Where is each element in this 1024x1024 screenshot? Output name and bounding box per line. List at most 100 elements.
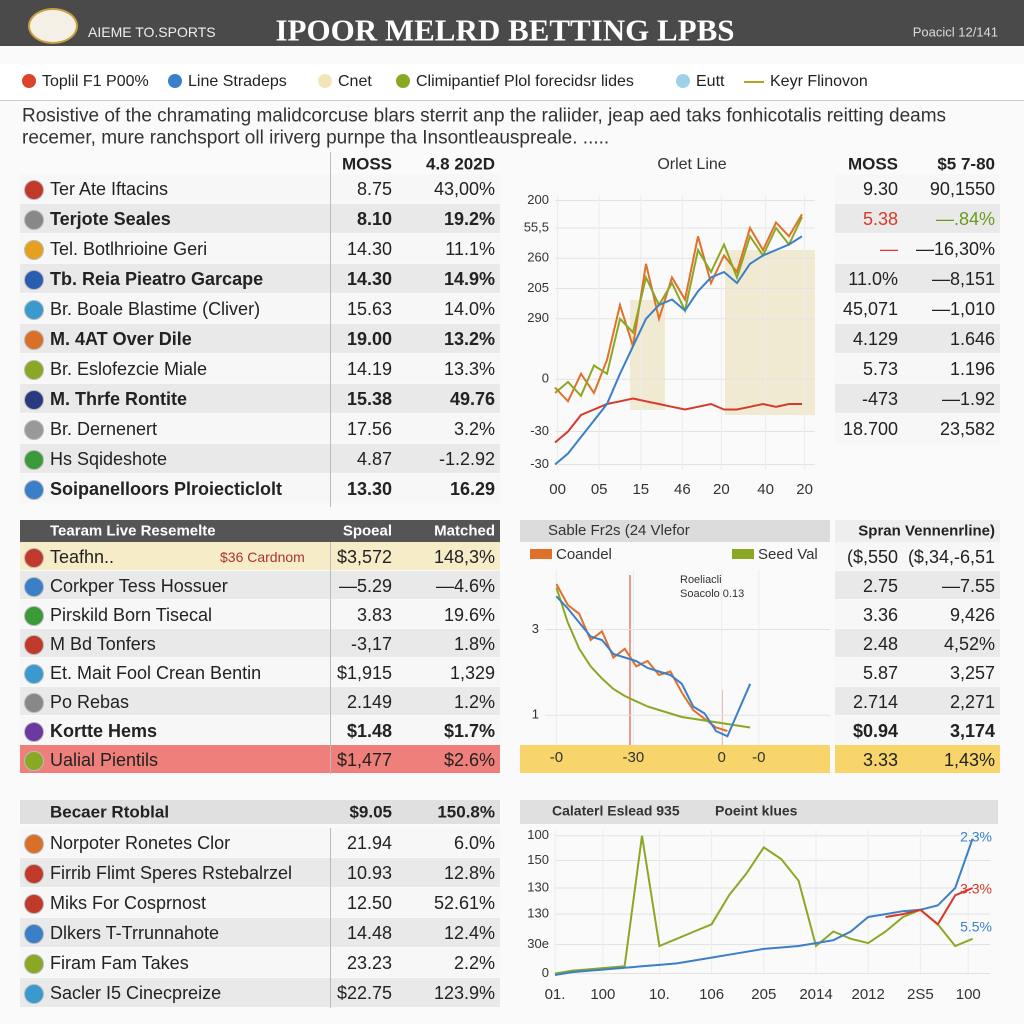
table-header bbox=[20, 800, 500, 824]
annotation: Roeliacli bbox=[680, 574, 722, 586]
x-tick-label: -0 bbox=[752, 749, 765, 766]
annotation: 2.3% bbox=[960, 829, 992, 845]
row-icon bbox=[24, 480, 44, 500]
x-axis-band bbox=[520, 745, 830, 773]
cell: $1,915 bbox=[336, 662, 392, 683]
annotation: Soacolo 0.13 bbox=[680, 588, 744, 600]
table-row bbox=[20, 204, 500, 233]
table-row bbox=[835, 414, 1000, 443]
chart-title: Orlet Line bbox=[657, 156, 726, 173]
table-row bbox=[20, 354, 500, 383]
legend-label: Cnet bbox=[338, 73, 372, 90]
cell: 1,43% bbox=[943, 749, 995, 770]
table-row bbox=[20, 264, 500, 293]
legend-label: Toplil F1 P00% bbox=[42, 73, 149, 90]
series-line bbox=[554, 216, 803, 398]
intro-text: recemer, mure ranchsport oll iriverg pur… bbox=[22, 127, 610, 149]
table-row bbox=[835, 204, 1000, 233]
date: Poacicl 12/141 bbox=[912, 24, 998, 40]
cell: 15.38 bbox=[346, 389, 392, 409]
x-tick-label: 205 bbox=[751, 986, 776, 1003]
cell: 14.30 bbox=[346, 239, 392, 259]
y-tick-label: 130 bbox=[527, 906, 549, 921]
cell: Sacler I5 Cinecpreize bbox=[50, 983, 222, 1003]
table-row bbox=[20, 978, 500, 1007]
cell: 15.63 bbox=[346, 299, 392, 319]
x-tick-label: 100 bbox=[590, 986, 615, 1003]
cell: 23.23 bbox=[346, 953, 392, 973]
chart-title: Calaterl Eslead 935 bbox=[552, 803, 680, 819]
cell: Et. Mait Fool Crean Bentin bbox=[50, 662, 262, 683]
row-icon bbox=[24, 750, 44, 771]
cell: 43,00% bbox=[433, 179, 495, 199]
cell-note: $36 Cardnom bbox=[220, 548, 305, 565]
cell: —.84% bbox=[935, 209, 995, 229]
column-header: $9.05 bbox=[349, 802, 392, 822]
cell: 45,071 bbox=[842, 299, 898, 319]
cell: M. Thrfe Rontite bbox=[50, 389, 187, 409]
table-row bbox=[20, 294, 500, 323]
cell: 3,174 bbox=[949, 720, 995, 741]
table-row bbox=[20, 828, 500, 857]
cell: Soipanelloors Plroiecticlolt bbox=[50, 479, 283, 499]
column-header: Tearam Live Resemelte bbox=[50, 522, 216, 540]
table-header bbox=[835, 520, 1000, 542]
cell: 3.36 bbox=[862, 604, 898, 625]
cell: 17.56 bbox=[346, 419, 392, 439]
annotation: 3.3% bbox=[960, 881, 992, 897]
series-line bbox=[554, 213, 803, 404]
x-tick-label: -30 bbox=[623, 749, 645, 766]
table-row bbox=[20, 745, 500, 773]
legend-label: Seed Val bbox=[758, 546, 818, 563]
y-tick-label: 0 bbox=[542, 965, 549, 980]
cell: -3,17 bbox=[350, 633, 392, 654]
divider bbox=[330, 152, 331, 507]
legend-swatch bbox=[22, 74, 36, 88]
cell: Ter Ate Iftacins bbox=[50, 179, 169, 199]
cell: Firrib Flimt Speres Rstebalrzel bbox=[50, 863, 293, 883]
x-tick-label: 100 bbox=[956, 986, 981, 1003]
cell: 9,426 bbox=[949, 604, 995, 625]
logo bbox=[28, 8, 78, 44]
cell: —5.29 bbox=[338, 575, 392, 596]
cell: —8,151 bbox=[931, 269, 995, 289]
row-icon bbox=[24, 634, 44, 655]
cell: 14.9% bbox=[443, 269, 495, 289]
row-icon bbox=[24, 240, 44, 260]
table-row bbox=[20, 658, 500, 686]
cell: 13.2% bbox=[443, 329, 495, 349]
table-row bbox=[835, 629, 1000, 657]
cell: 49.76 bbox=[449, 389, 495, 409]
legend-swatch bbox=[168, 74, 182, 88]
row-icon bbox=[24, 984, 44, 1004]
annotation: 5.5% bbox=[960, 919, 992, 935]
cell: 2.2% bbox=[453, 953, 495, 973]
row-icon bbox=[24, 692, 44, 713]
cell: Tel. Botlhrioine Geri bbox=[50, 239, 208, 259]
cell: 14.0% bbox=[443, 299, 495, 319]
x-tick-label: 20 bbox=[796, 481, 813, 498]
legend-label: Keyr Flinovon bbox=[770, 73, 868, 90]
cell: Tb. Reia Pieatro Garcape bbox=[50, 269, 264, 289]
row-icon bbox=[24, 360, 44, 380]
legend-label: Climipantief Plol forecidsr lides bbox=[416, 73, 634, 90]
cell: 12.50 bbox=[346, 893, 392, 913]
cell: Br. Boale Blastime (Cliver) bbox=[50, 299, 261, 319]
cell: 1,329 bbox=[449, 662, 495, 683]
cell: $0.94 bbox=[852, 720, 898, 741]
cell: -1.2.92 bbox=[438, 449, 495, 469]
column-header: 4.8 202D bbox=[426, 154, 495, 174]
cell: —1.92 bbox=[941, 389, 995, 409]
cell: ($,550 bbox=[846, 546, 898, 567]
cell: $1.48 bbox=[346, 720, 392, 741]
table-row bbox=[835, 658, 1000, 686]
table-row bbox=[835, 384, 1000, 413]
cell: Ualial Pientils bbox=[50, 749, 159, 770]
brand: AIEME TO.SPORTS bbox=[88, 24, 216, 40]
cell: 1.8% bbox=[453, 633, 495, 654]
row-icon bbox=[24, 300, 44, 320]
cell: Pirskild Born Tisecal bbox=[50, 604, 213, 625]
table-row bbox=[20, 918, 500, 947]
row-icon bbox=[24, 576, 44, 597]
row-icon bbox=[24, 180, 44, 200]
